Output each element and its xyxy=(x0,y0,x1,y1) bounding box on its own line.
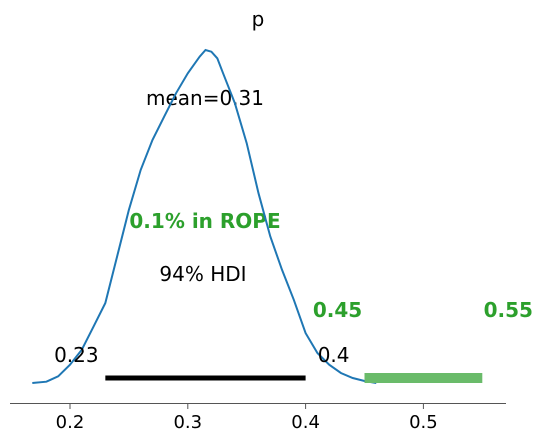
x-tick-label: 0.5 xyxy=(409,412,438,433)
rope-bar xyxy=(364,373,483,383)
density-curve xyxy=(32,48,377,384)
x-tick-label: 0.3 xyxy=(173,412,202,433)
chart-title: p xyxy=(252,7,265,31)
x-axis-ticks: 0.2 0.3 0.4 0.5 xyxy=(56,403,438,433)
hdi-label: 94% HDI xyxy=(159,262,246,286)
rope-percent-label: 0.1% in ROPE xyxy=(129,209,280,233)
x-tick-label: 0.4 xyxy=(291,412,320,433)
hdi-high-label: 0.4 xyxy=(318,343,350,367)
rope-low-label: 0.45 xyxy=(313,298,362,322)
rope-high-label: 0.55 xyxy=(484,298,533,322)
x-tick-label: 0.2 xyxy=(56,412,85,433)
mean-label: mean=0.31 xyxy=(146,86,264,110)
hdi-low-label: 0.23 xyxy=(54,343,99,367)
